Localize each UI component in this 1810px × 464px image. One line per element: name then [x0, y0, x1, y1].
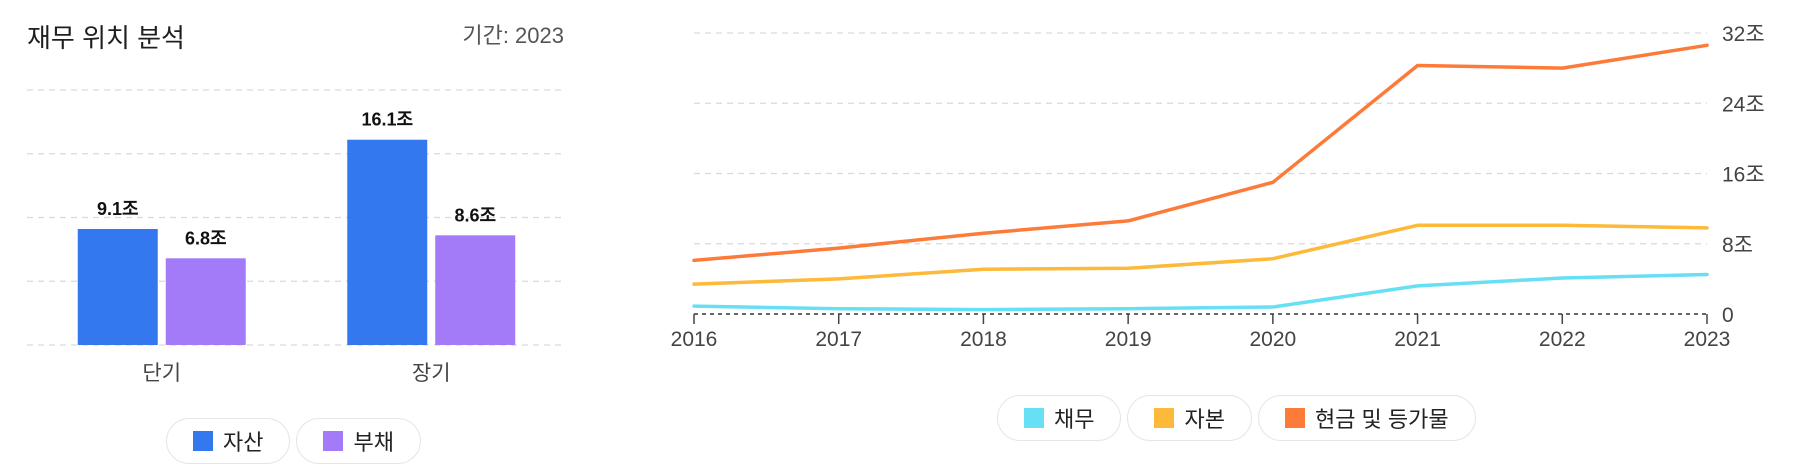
- period-label: 기간: 2023: [462, 23, 564, 48]
- legend-label: 현금 및 등가물: [1314, 407, 1449, 432]
- legend-swatch: [193, 431, 213, 451]
- bar: [165, 258, 246, 345]
- bar: [77, 228, 158, 345]
- legend-label: 부채: [353, 430, 394, 455]
- data-label: 6.8조: [185, 228, 227, 248]
- bar: [435, 235, 516, 345]
- x-tick-label: 2019: [1105, 328, 1152, 351]
- legend-item[interactable]: 부채: [296, 418, 421, 464]
- legend-item[interactable]: 현금 및 등가물: [1257, 395, 1476, 441]
- legend-swatch: [323, 431, 344, 451]
- line-chart-legend: 채무 자본 현금 및 등가물: [997, 395, 1476, 441]
- x-tick-label: 2017: [815, 328, 862, 351]
- y-tick-label: 16조: [1722, 164, 1765, 187]
- line-chart: 0 8조 16조 24조 32조 2016 2017 2018 2019 2020 2021 2022…: [671, 23, 1765, 351]
- series-line: [692, 272, 1709, 312]
- legend-label: 채무: [1054, 407, 1095, 432]
- x-tick-label: 2021: [1394, 328, 1441, 351]
- legend-label: 자산: [223, 430, 264, 455]
- legend-swatch: [1284, 408, 1305, 428]
- data-label: 9.1조: [97, 199, 139, 219]
- legend-swatch: [1024, 408, 1044, 428]
- y-tick-label: 0: [1722, 304, 1734, 327]
- x-tick-label: 단기: [142, 362, 181, 385]
- legend-item[interactable]: 자본: [1127, 395, 1252, 441]
- data-label: 8.6조: [454, 205, 496, 225]
- y-tick-label: 8조: [1722, 234, 1753, 257]
- series-line: [692, 223, 1709, 286]
- legend-label: 자본: [1184, 407, 1225, 432]
- bar: [347, 139, 428, 345]
- legend-swatch: [1154, 408, 1175, 428]
- y-tick-label: 24조: [1722, 93, 1765, 116]
- legend-item[interactable]: 채무: [997, 395, 1122, 441]
- x-tick-label: 2018: [960, 328, 1007, 351]
- y-tick-label: 32조: [1722, 23, 1765, 46]
- series-line: [692, 43, 1709, 263]
- x-tick-label: 2020: [1249, 328, 1296, 351]
- panel-title: 재무 위치 분석: [27, 23, 185, 53]
- x-tick-label: 2023: [1684, 328, 1731, 351]
- x-tick-label: 2022: [1539, 328, 1586, 351]
- data-label: 16.1조: [361, 110, 413, 130]
- bar-chart-legend: 자산 부채: [166, 418, 421, 464]
- legend-item[interactable]: 자산: [166, 418, 291, 464]
- x-tick-label: 장기: [412, 362, 451, 385]
- x-tick-label: 2016: [671, 328, 718, 351]
